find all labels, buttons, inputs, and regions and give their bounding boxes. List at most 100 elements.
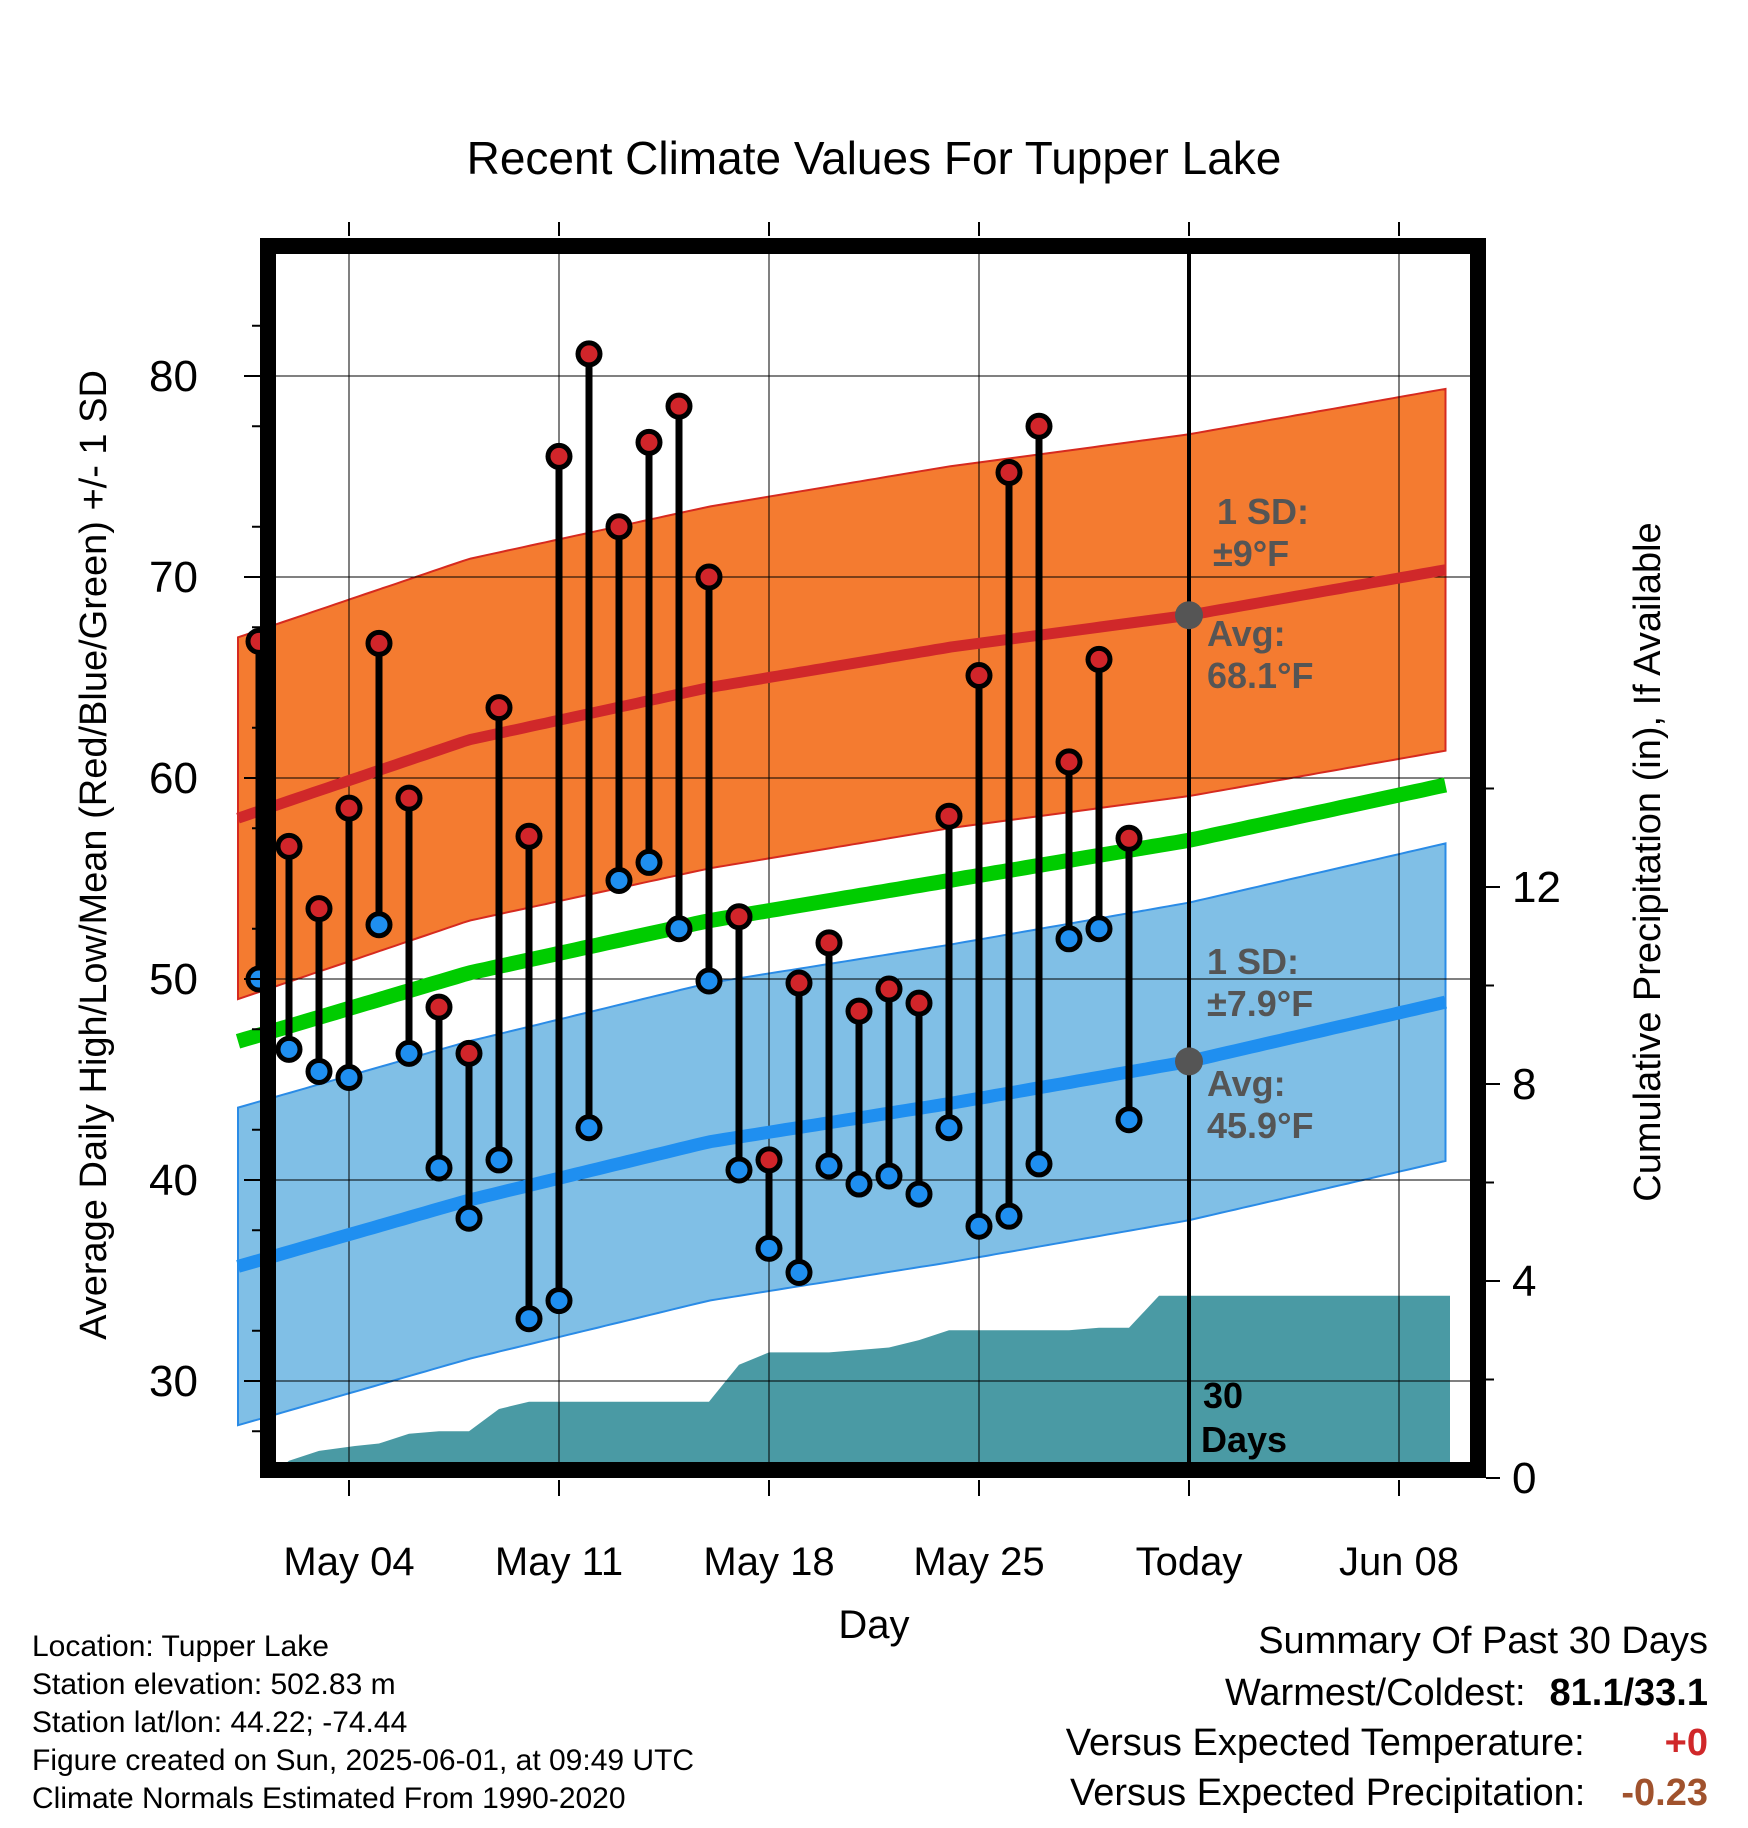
high-sd-label: 1 SD:	[1217, 491, 1309, 532]
high-temp-point	[965, 661, 993, 689]
info-created: Figure created on Sun, 2025-06-01, at 09…	[32, 1744, 695, 1777]
precip-value: -0.23	[1621, 1772, 1708, 1814]
high-avg-value: 68.1°F	[1207, 655, 1313, 696]
warm-cold-label: Warmest/Coldest:	[1224, 1672, 1526, 1714]
x-tick-label: May 18	[703, 1540, 834, 1584]
low-temp-point	[395, 1039, 423, 1067]
info-latlon: Station lat/lon: 44.22; -74.44	[32, 1706, 408, 1739]
low-temp-point	[725, 1156, 753, 1184]
normal-bands-group	[237, 387, 1447, 1427]
low-temp-point	[1055, 925, 1083, 953]
high-temp-point	[485, 694, 513, 722]
low-temp-point	[1115, 1106, 1143, 1134]
temp-value: +0	[1664, 1722, 1708, 1764]
low-sd-value: ±7.9°F	[1207, 983, 1313, 1024]
axes-group: Recent Climate Values For Tupper Lake 30 4…	[73, 132, 1669, 1647]
low-temp-point	[785, 1258, 813, 1286]
low-temp-point	[485, 1146, 513, 1174]
low-temp-point	[1085, 915, 1113, 943]
high-temp-point	[1085, 645, 1113, 673]
low-temp-point	[995, 1202, 1023, 1230]
summary-warm-cold: Warmest/Coldest: 81.1/33.1	[1225, 1672, 1708, 1715]
avg-high-marker	[1175, 601, 1203, 630]
high-temp-point	[305, 895, 333, 923]
y-axis-title: Average Daily High/Low/Mean (Red/Blue/Gr…	[73, 370, 115, 1340]
high-temp-point	[1025, 412, 1053, 440]
daily-stems-group	[255, 353, 1133, 1319]
y-tick-label: 60	[149, 754, 198, 803]
high-temp-point	[545, 442, 573, 470]
high-temp-point	[605, 513, 633, 541]
chart-title: Recent Climate Values For Tupper Lake	[467, 132, 1282, 184]
low-temp-point	[935, 1114, 963, 1142]
low-temp-point	[425, 1154, 453, 1182]
high-temp-point	[935, 802, 963, 830]
high-temp-point	[425, 993, 453, 1021]
low-temp-point	[575, 1114, 603, 1142]
high-temp-point	[785, 969, 813, 997]
low-temp-point	[305, 1057, 333, 1085]
summary-precip: Versus Expected Precipitation: -0.23	[1070, 1772, 1708, 1815]
high-temp-point	[335, 794, 363, 822]
y2-axis-title: Cumulative Precipitation (in), If Availa…	[1627, 522, 1669, 1201]
x-tick-label: Today	[1136, 1540, 1243, 1584]
high-temp-point	[575, 340, 603, 368]
low-avg-value: 45.9°F	[1207, 1105, 1313, 1146]
temp-label: Versus Expected Temperature:	[1065, 1722, 1585, 1764]
normal-lines-group	[235, 564, 1448, 1273]
normal-high-line	[236, 564, 1447, 824]
y2-tick-label: 12	[1512, 863, 1561, 912]
low-temp-point	[635, 848, 663, 876]
y2-tick-label: 8	[1512, 1060, 1536, 1109]
high-temp-point	[815, 929, 843, 957]
low-temp-point	[545, 1287, 573, 1315]
y2-tick-label: 0	[1512, 1454, 1536, 1503]
high-temp-point	[725, 903, 753, 931]
low-temp-point	[965, 1212, 993, 1240]
x-tick-label: May 11	[495, 1540, 623, 1584]
high-temp-point	[665, 392, 693, 420]
precipitation-area-group	[268, 1295, 1450, 1478]
high-temp-point	[695, 563, 723, 591]
info-elevation: Station elevation: 502.83 m	[32, 1668, 396, 1701]
x-tick-label: May 04	[283, 1540, 414, 1584]
y2-tick-label: 4	[1512, 1257, 1536, 1306]
low-temp-point	[755, 1234, 783, 1262]
low-temp-point	[455, 1204, 483, 1232]
normal-mean-line	[235, 777, 1448, 1049]
high-temp-point	[1055, 748, 1083, 776]
plot-frame-group	[260, 238, 1486, 1478]
low-temp-point	[605, 867, 633, 895]
low-temp-point	[665, 915, 693, 943]
normal-low-line	[236, 995, 1448, 1273]
y-tick-label: 40	[149, 1156, 198, 1205]
high-temp-point	[755, 1146, 783, 1174]
high-temp-point	[905, 989, 933, 1017]
low-temp-point	[365, 911, 393, 939]
low-temp-point	[815, 1152, 843, 1180]
high-sd-band	[237, 387, 1447, 1001]
window-days-number: 30	[1203, 1375, 1243, 1416]
low-temp-point	[875, 1162, 903, 1190]
low-sd-label: 1 SD:	[1207, 941, 1299, 982]
high-temp-point	[455, 1039, 483, 1067]
plot-frame	[260, 238, 1486, 1478]
x-tick-label: May 25	[913, 1540, 1044, 1584]
summary-title: Summary Of Past 30 Days	[1258, 1620, 1708, 1662]
high-temp-point	[875, 975, 903, 1003]
y-tick-label: 50	[149, 955, 198, 1004]
high-temp-point	[515, 822, 543, 850]
low-temp-point	[275, 1035, 303, 1063]
low-avg-label: Avg:	[1207, 1063, 1286, 1104]
window-days-label: Days	[1201, 1419, 1287, 1460]
warm-cold-value: 81.1/33.1	[1549, 1672, 1708, 1714]
high-temp-point	[845, 997, 873, 1025]
y-tick-label: 80	[149, 352, 198, 401]
low-sd-band	[237, 842, 1447, 1427]
x-axis-title: Day	[838, 1603, 909, 1647]
info-location: Location: Tupper Lake	[32, 1630, 329, 1663]
x-tick-label: Jun 08	[1339, 1540, 1459, 1584]
high-sd-value: ±9°F	[1213, 533, 1289, 574]
